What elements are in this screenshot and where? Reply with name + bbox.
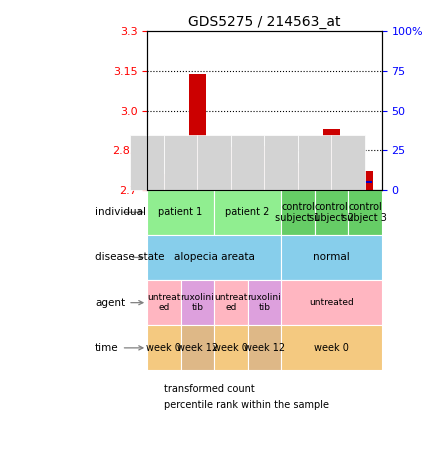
- FancyBboxPatch shape: [147, 325, 180, 371]
- Bar: [358, 181, 372, 183]
- FancyBboxPatch shape: [281, 235, 381, 280]
- Text: week 12: week 12: [177, 343, 218, 353]
- Bar: [357, 171, 373, 190]
- Bar: [157, 181, 171, 183]
- FancyBboxPatch shape: [147, 280, 180, 325]
- Text: alopecia areata: alopecia areata: [174, 252, 254, 262]
- FancyBboxPatch shape: [281, 190, 314, 235]
- Bar: [224, 181, 238, 183]
- FancyBboxPatch shape: [214, 325, 247, 371]
- Text: ruxolini
tib: ruxolini tib: [180, 293, 214, 312]
- Text: ruxolini
tib: ruxolini tib: [247, 293, 281, 312]
- Text: week 0: week 0: [213, 343, 248, 353]
- Text: transformed count: transformed count: [164, 384, 254, 394]
- Bar: [290, 163, 306, 190]
- Bar: [152, 384, 159, 394]
- Text: week 0: week 0: [146, 343, 181, 353]
- Text: untreated: untreated: [309, 298, 354, 307]
- Text: disease state: disease state: [95, 252, 165, 262]
- FancyBboxPatch shape: [214, 190, 281, 235]
- Text: patient 2: patient 2: [226, 207, 270, 217]
- Bar: [324, 176, 339, 178]
- Bar: [256, 146, 273, 190]
- Bar: [291, 181, 305, 183]
- Bar: [323, 129, 340, 190]
- FancyBboxPatch shape: [281, 325, 381, 371]
- FancyBboxPatch shape: [332, 135, 365, 190]
- Text: individual: individual: [95, 207, 146, 217]
- Bar: [223, 147, 239, 190]
- Text: percentile rank within the sample: percentile rank within the sample: [164, 400, 329, 410]
- FancyBboxPatch shape: [231, 135, 265, 190]
- Text: control
subject 3: control subject 3: [343, 202, 387, 222]
- FancyBboxPatch shape: [214, 280, 247, 325]
- Bar: [152, 400, 159, 410]
- Bar: [155, 174, 172, 190]
- FancyBboxPatch shape: [180, 325, 214, 371]
- Text: control
subject 2: control subject 2: [309, 202, 354, 222]
- FancyBboxPatch shape: [164, 135, 198, 190]
- Text: untreat
ed: untreat ed: [214, 293, 247, 312]
- Text: control
subject 1: control subject 1: [276, 202, 320, 222]
- Bar: [190, 176, 205, 178]
- FancyBboxPatch shape: [281, 280, 381, 325]
- Text: week 12: week 12: [244, 343, 285, 353]
- FancyBboxPatch shape: [180, 280, 214, 325]
- FancyBboxPatch shape: [198, 135, 231, 190]
- FancyBboxPatch shape: [298, 135, 332, 190]
- FancyBboxPatch shape: [247, 325, 281, 371]
- Text: agent: agent: [95, 298, 143, 308]
- Text: untreat
ed: untreat ed: [147, 293, 180, 312]
- Text: time: time: [95, 343, 143, 353]
- FancyBboxPatch shape: [147, 235, 281, 280]
- Text: normal: normal: [313, 252, 350, 262]
- FancyBboxPatch shape: [314, 190, 348, 235]
- Title: GDS5275 / 214563_at: GDS5275 / 214563_at: [188, 15, 341, 29]
- FancyBboxPatch shape: [265, 135, 298, 190]
- FancyBboxPatch shape: [147, 190, 214, 235]
- Bar: [257, 176, 272, 178]
- Bar: [189, 73, 206, 190]
- FancyBboxPatch shape: [131, 135, 164, 190]
- FancyBboxPatch shape: [247, 280, 281, 325]
- Text: week 0: week 0: [314, 343, 349, 353]
- FancyBboxPatch shape: [348, 190, 381, 235]
- Text: patient 1: patient 1: [159, 207, 203, 217]
